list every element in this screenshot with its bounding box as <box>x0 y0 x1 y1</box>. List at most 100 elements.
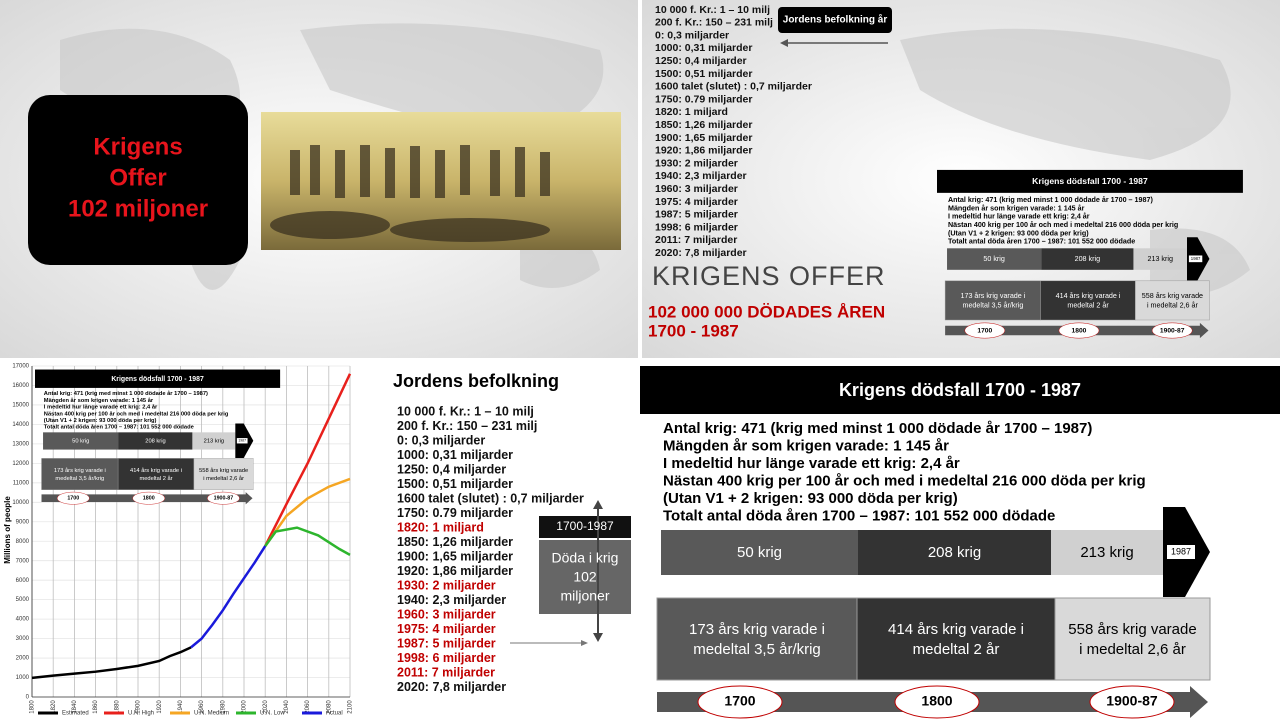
duration-box <box>193 458 254 490</box>
population-item: 1750: 0.79 miljarder <box>397 506 513 520</box>
y-tick-label: 4000 <box>16 617 30 623</box>
timeline-label: 1700 <box>977 327 992 334</box>
end-label: 1987 <box>238 439 246 443</box>
stat-line: (Utan V1 + 2 krigen: 93 000 döda per kri… <box>948 229 1089 237</box>
population-item: 1820: 1 miljard <box>655 106 728 118</box>
population-item: 2011: 7 miljarder <box>655 234 737 246</box>
population-item: 200 f. Kr.: 150 – 231 milj <box>655 17 773 29</box>
population-item: 1250: 0,4 miljarder <box>397 462 506 476</box>
stat-line: Mängden år som krigen varade: 1 145 år <box>948 204 1085 212</box>
population-item: 1000: 0,31 miljarder <box>397 448 513 462</box>
series-line <box>264 526 351 556</box>
duration-box <box>656 597 858 681</box>
population-item: 1920: 1,86 miljarder <box>655 145 752 157</box>
count-label: 208 krig <box>928 544 981 561</box>
y-axis-label: Millions of people <box>3 496 12 564</box>
stat-line: Totalt antal döda åren 1700 – 1987: 101 … <box>663 507 1055 524</box>
stat-line: (Utan V1 + 2 krigen: 93 000 döda per kri… <box>663 490 958 507</box>
duration-label: 414 års krig varade i <box>1056 292 1121 300</box>
y-tick-label: 7000 <box>16 558 30 564</box>
population-item: 1600 talet (slutet) : 0,7 miljarder <box>655 81 812 93</box>
x-tick-label: 1880 <box>114 700 120 714</box>
y-tick-label: 5000 <box>16 597 30 603</box>
end-label: 1987 <box>1171 546 1191 556</box>
stat-line: Nästan 400 krig per 100 år och med i med… <box>948 221 1178 229</box>
duration-box <box>1054 597 1211 681</box>
x-tick-label: 2100 <box>348 700 354 714</box>
timeline-label: 1700 <box>724 693 755 709</box>
duration-label: medeltal 3,5 år/krig <box>693 641 821 658</box>
y-tick-label: 6000 <box>16 578 30 584</box>
duration-label: 558 års krig varade <box>1142 292 1203 300</box>
info-title: Krigens dödsfall 1700 - 1987 <box>839 380 1081 400</box>
x-tick-label: 2040 <box>284 700 290 714</box>
timeline-marker <box>1089 685 1175 719</box>
population-item: 1920: 1,86 miljarder <box>397 564 513 578</box>
stat-line: I medeltid hur länge varade ett krig: 2,… <box>663 455 960 472</box>
timeline-marker <box>207 491 240 505</box>
y-tick-label: 16000 <box>12 383 29 389</box>
population-item: 1975: 4 miljarder <box>397 622 496 636</box>
stat-line: (Utan V1 + 2 krigen: 93 000 döda per kri… <box>44 418 157 424</box>
timeline-marker <box>57 491 90 505</box>
duration-box <box>117 458 195 490</box>
timeline-label: 1700 <box>67 496 79 502</box>
population-item: 0: 0,3 miljarder <box>397 433 485 447</box>
count-bar <box>661 530 858 575</box>
stat-line: Nästan 400 krig per 100 år och med i med… <box>663 472 1146 489</box>
stat-line: Nästan 400 krig per 100 år och med i med… <box>44 410 229 417</box>
stat-line: Antal krig: 471 (krig med minst 1 000 dö… <box>44 390 208 397</box>
end-box <box>1188 255 1203 263</box>
subheading: 102 000 000 DÖDADES ÅREN <box>648 302 885 321</box>
duration-label: medeltal 3,5 år/krig <box>55 475 104 482</box>
count-label: 50 krig <box>72 439 89 445</box>
population-item: 1500: 0,51 miljarder <box>397 477 513 491</box>
duration-label: 414 års krig varade i <box>888 621 1024 638</box>
population-item: 1930: 2 miljarder <box>655 157 738 169</box>
deaths-box <box>539 540 631 614</box>
series-line <box>264 477 351 547</box>
population-item: 1850: 1,26 miljarder <box>397 535 513 549</box>
x-tick-label: 1980 <box>220 700 226 714</box>
population-item: 10 000 f. Kr.: 1 – 10 milj <box>655 4 770 16</box>
duration-label: i medeltal 2,6 år <box>203 475 244 482</box>
population-item: 10 000 f. Kr.: 1 – 10 milj <box>397 404 534 418</box>
title-line: Krigens <box>93 133 182 160</box>
y-tick-label: 14000 <box>12 422 29 428</box>
x-tick-label: 1920 <box>157 700 163 714</box>
count-bar <box>192 432 236 450</box>
y-tick-label: 13000 <box>12 441 29 447</box>
arrow-head <box>581 640 588 646</box>
info-title: Krigens dödsfall 1700 - 1987 <box>111 376 204 383</box>
population-item: 1250: 0,4 miljarder <box>655 55 747 67</box>
stat-line: I medeltid hur länge varade ett krig: 2,… <box>948 213 1090 221</box>
deaths-line: miljoner <box>560 588 609 604</box>
series-line <box>264 373 352 547</box>
duration-label: 173 års krig varade i <box>961 292 1026 300</box>
timeline-marker <box>964 322 1006 339</box>
population-item: 1987: 5 miljarder <box>397 636 496 650</box>
population-item: 1500: 0,51 miljarder <box>655 68 752 80</box>
arrow-head <box>593 500 603 509</box>
duration-label: 414 års krig varade i <box>130 467 182 474</box>
timeline-marker <box>697 685 783 719</box>
y-tick-label: 12000 <box>12 461 29 467</box>
stat-line: Totalt antal döda åren 1700 – 1987: 101 … <box>44 424 194 431</box>
duration-box <box>856 597 1056 681</box>
stat-line: Antal krig: 471 (krig med minst 1 000 dö… <box>948 196 1153 204</box>
legend-label: Estimated <box>62 711 89 717</box>
y-tick-label: 1000 <box>16 675 30 681</box>
title-bar <box>937 169 1243 193</box>
end-label: 1987 <box>1191 256 1201 261</box>
x-tick-label: 1800 <box>30 700 36 714</box>
duration-box <box>1040 280 1136 321</box>
legend-label: Actual <box>326 711 343 717</box>
badge <box>778 7 892 33</box>
timeline-label: 1800 <box>921 693 952 709</box>
population-item: 1750: 0.79 miljarder <box>655 93 752 105</box>
title-bar <box>35 369 281 388</box>
duration-label: medeltal 3,5 år/krig <box>962 302 1023 310</box>
duration-label: i medeltal 2,6 år <box>1147 302 1199 310</box>
timeline-marker <box>894 685 980 719</box>
